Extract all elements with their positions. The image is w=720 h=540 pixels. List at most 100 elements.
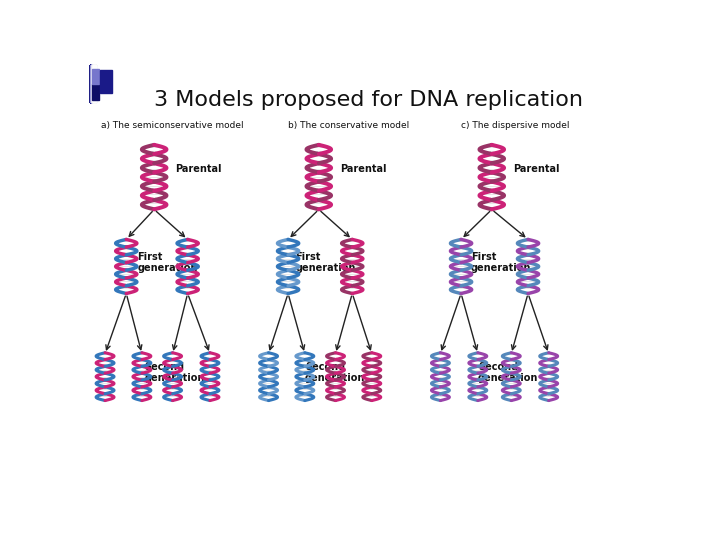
Bar xyxy=(92,65,96,102)
Bar xyxy=(92,65,95,102)
Bar xyxy=(91,65,94,102)
Bar xyxy=(91,65,94,102)
Bar xyxy=(90,65,94,102)
Bar xyxy=(91,65,94,102)
Bar xyxy=(93,65,96,102)
Bar xyxy=(91,65,95,102)
Bar xyxy=(91,65,94,102)
Bar xyxy=(91,65,95,102)
Text: Parental: Parental xyxy=(340,164,387,174)
Bar xyxy=(91,65,94,102)
Bar xyxy=(90,65,94,102)
Bar xyxy=(91,65,95,102)
Bar xyxy=(90,65,94,102)
Bar xyxy=(91,65,95,102)
Bar xyxy=(90,65,94,102)
Bar xyxy=(91,65,94,102)
Bar xyxy=(91,65,95,102)
Bar xyxy=(90,65,94,102)
Bar xyxy=(91,65,94,102)
Bar xyxy=(93,65,96,102)
Bar xyxy=(92,65,96,102)
Bar xyxy=(91,65,95,102)
Bar xyxy=(91,65,95,102)
Bar xyxy=(90,65,94,102)
Bar xyxy=(93,65,96,102)
Bar xyxy=(91,65,94,102)
Bar xyxy=(92,65,96,102)
Bar xyxy=(92,65,96,102)
Bar xyxy=(91,65,95,102)
Bar xyxy=(91,65,95,102)
Bar xyxy=(93,65,96,102)
Bar xyxy=(91,65,94,102)
Bar xyxy=(93,65,96,102)
Bar xyxy=(92,65,96,102)
Text: Parental: Parental xyxy=(176,164,222,174)
Bar xyxy=(91,65,94,102)
Bar xyxy=(91,65,94,102)
Bar xyxy=(92,65,95,102)
Bar xyxy=(90,65,94,102)
Bar xyxy=(91,65,94,102)
Bar xyxy=(90,65,94,102)
Bar xyxy=(92,65,96,102)
Bar xyxy=(91,65,94,102)
Bar xyxy=(92,65,96,102)
Bar xyxy=(90,65,94,102)
Bar xyxy=(93,65,96,102)
Bar xyxy=(91,65,94,102)
Bar xyxy=(91,65,94,102)
Bar xyxy=(91,65,94,102)
Bar xyxy=(92,65,96,102)
Bar xyxy=(91,65,95,102)
Bar xyxy=(92,65,96,102)
Bar xyxy=(92,65,96,102)
Bar xyxy=(91,65,94,102)
Bar xyxy=(93,65,96,102)
Bar xyxy=(90,65,94,102)
Bar xyxy=(91,65,94,102)
Bar xyxy=(90,65,94,102)
Bar xyxy=(93,65,96,102)
Bar xyxy=(91,84,99,100)
Bar xyxy=(92,65,95,102)
Bar xyxy=(90,65,94,102)
Bar xyxy=(91,65,95,102)
Bar xyxy=(91,65,95,102)
Bar xyxy=(91,65,94,102)
Bar xyxy=(91,65,94,102)
Bar xyxy=(91,65,94,102)
Bar xyxy=(93,65,96,102)
Bar xyxy=(91,65,95,102)
Bar xyxy=(91,65,94,102)
Bar xyxy=(91,65,94,102)
Bar xyxy=(92,65,96,102)
Bar xyxy=(93,65,96,102)
Bar xyxy=(91,65,94,102)
Bar xyxy=(91,65,95,102)
Bar xyxy=(91,65,94,102)
Bar xyxy=(92,65,96,102)
Bar xyxy=(92,65,96,102)
Bar xyxy=(92,65,95,102)
Bar xyxy=(91,65,94,102)
Bar xyxy=(90,65,94,102)
Bar xyxy=(91,65,94,102)
Bar xyxy=(92,65,96,102)
Bar xyxy=(92,65,95,102)
Bar xyxy=(91,65,94,102)
Bar xyxy=(90,65,94,102)
Bar xyxy=(93,65,96,102)
Bar xyxy=(91,65,94,102)
Bar xyxy=(91,65,94,102)
Bar xyxy=(92,65,96,102)
Bar xyxy=(93,65,96,102)
Bar xyxy=(91,65,94,102)
Bar xyxy=(91,65,95,102)
Text: First
generation: First generation xyxy=(295,252,356,273)
Bar xyxy=(92,65,95,102)
Bar xyxy=(91,65,95,102)
Bar xyxy=(92,65,96,102)
Bar xyxy=(92,65,95,102)
